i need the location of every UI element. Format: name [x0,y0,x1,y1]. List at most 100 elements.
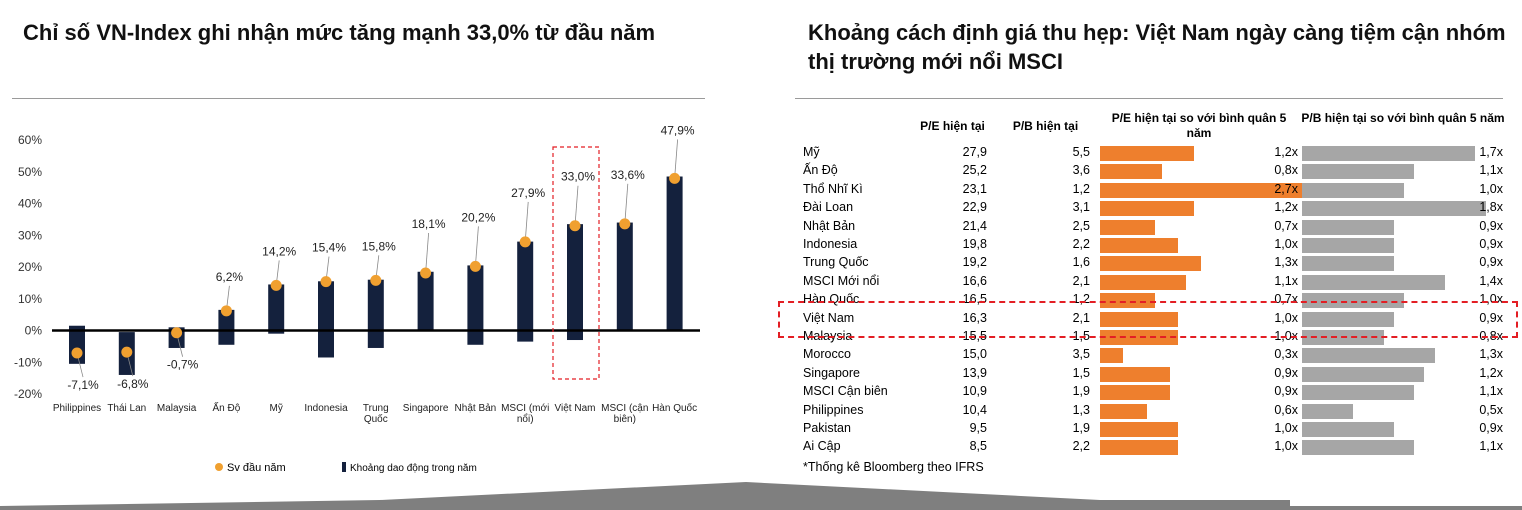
cell-pe: 23,1 [962,181,987,196]
start-of-year-dot [420,267,432,279]
start-of-year-dot [370,274,382,286]
vnindex-range-chart: 60% 50% 40% 30% 20% 10% 0% -10% -20% -7,1% -6,8% -… [14,123,700,474]
pe-rel-label: 1,1x [1274,273,1298,288]
pb-rel-bar [1302,201,1486,217]
pe-rel-bar [1100,366,1171,382]
start-of-year-dot [669,172,681,184]
cell-pb: 2,5 [1072,218,1090,233]
pb-rel-label: 0,9x [1479,218,1503,233]
cell-pe: 27,9 [962,145,987,159]
data-label: -6,8% [117,377,149,391]
range-bar [318,281,334,358]
row-name: Nhật Bản [803,218,856,233]
cell-pe: 15,0 [962,347,987,362]
cell-pb: 1,2 [1072,292,1090,307]
left-title-divider [12,98,705,99]
label-leader-line [674,139,678,179]
pe-rel-bar [1100,219,1155,235]
cell-pb: 1,5 [1072,365,1090,380]
pe-rel-bar [1100,440,1178,456]
pb-rel-bar [1302,238,1394,253]
header-pb-rel: P/B hiện tại so với bình quân 5 năm [1301,111,1505,125]
y-tick-label: 30% [18,228,42,242]
cell-pb: 2,1 [1072,310,1090,325]
y-tick-label: 10% [18,292,42,306]
y-tick-label: 60% [18,133,42,147]
pb-rel-label: 1,0x [1479,292,1503,307]
pe-rel-label: 0,6x [1274,402,1298,417]
pe-rel-bar [1100,256,1202,272]
row-name: Singapore [803,365,860,380]
x-category-label: Việt Nam [555,403,596,414]
pe-rel-label: 1,3x [1274,255,1298,270]
range-bar [268,284,285,334]
legend-bar-marker [342,462,346,472]
y-tick-label: 50% [18,165,42,179]
cell-pe: 10,4 [962,402,987,417]
row-name: Việt Nam [803,310,855,325]
cell-pe: 21,4 [962,218,987,233]
row-name: Hàn Quốc [803,292,860,307]
label-leader-line [475,226,479,267]
label-leader-line [524,201,529,242]
data-label: 6,2% [216,270,244,284]
data-label: 20,2% [461,210,495,224]
y-tick-label: -10% [14,355,42,369]
data-label: 47,9% [661,123,695,137]
y-tick-label: 40% [18,197,42,211]
range-bar [467,265,484,345]
pe-rel-label: 0,7x [1274,218,1298,233]
start-of-year-dot [270,279,282,291]
cell-pe: 8,5 [969,439,987,454]
data-label: -0,7% [167,358,199,372]
pe-rel-bar [1100,146,1194,161]
pe-rel-bar [1100,238,1178,253]
legend-dot-label: Sv đầu năm [227,462,286,474]
pb-rel-label: 0,9x [1479,255,1503,270]
pb-rel-bar [1302,348,1435,364]
pb-rel-label: 1,1x [1479,163,1503,178]
cell-pb: 2,2 [1072,237,1090,251]
pe-rel-label: 0,8x [1274,163,1298,178]
start-of-year-dot [71,347,83,359]
cell-pb: 1,9 [1072,421,1090,435]
bottom-decoration [0,482,1522,510]
pb-rel-label: 0,9x [1479,421,1503,435]
pe-rel-label: 1,0x [1274,421,1298,435]
pe-rel-label: 2,7x [1274,181,1298,196]
cell-pe: 22,9 [962,200,987,215]
pb-rel-label: 1,7x [1479,145,1503,159]
cell-pb: 2,2 [1072,439,1090,454]
data-label: 15,4% [312,241,346,255]
pe-rel-bar [1100,164,1163,180]
pb-rel-label: 1,0x [1479,181,1503,196]
x-category-label: Malaysia [157,403,197,414]
pb-rel-bar [1302,146,1476,161]
row-name: Ai Cập [803,439,841,454]
pb-rel-bar [1302,311,1394,327]
pb-rel-bar [1302,219,1394,235]
cell-pb: 1,3 [1072,402,1090,417]
data-label: 33,6% [611,168,645,182]
data-label: 33,0% [561,170,595,184]
vietnam-highlight-row [778,300,1518,338]
row-name: Indonesia [803,237,858,251]
start-of-year-dot [569,220,581,232]
pe-rel-bar [1100,182,1311,198]
pe-rel-label: 1,0x [1274,310,1298,325]
cell-pe: 19,8 [962,237,987,251]
cell-pe: 16,6 [962,273,987,288]
pe-rel-label: 1,0x [1274,439,1298,454]
y-tick-label: 0% [25,324,43,338]
cell-pe: 16,3 [962,310,987,325]
left-chart-title: Chỉ số VN-Index ghi nhận mức tăng mạnh 3… [23,20,656,45]
cell-pb: 3,1 [1072,200,1090,215]
cell-pb: 1,9 [1072,384,1090,399]
pb-rel-bar [1302,440,1415,456]
pb-rel-bar [1302,422,1394,437]
row-name: Mỹ [803,145,820,159]
cell-pe: 16,5 [962,292,987,307]
x-category-label: Thái Lan [107,403,146,414]
pb-rel-bar [1302,403,1353,419]
